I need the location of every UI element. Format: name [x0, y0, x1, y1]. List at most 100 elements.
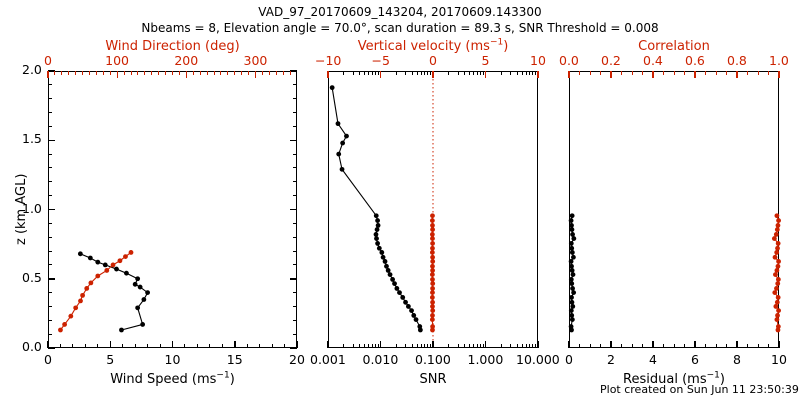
data-point — [397, 290, 402, 295]
data-point — [379, 250, 385, 255]
axis-tick — [747, 344, 748, 348]
axis-tick — [48, 222, 52, 224]
axis-tick — [673, 344, 675, 348]
axis-tick — [275, 71, 277, 75]
axis-tick — [532, 344, 534, 348]
axis-tick — [705, 71, 706, 75]
data-point — [430, 268, 435, 273]
data-point — [569, 317, 575, 323]
axis-tick — [379, 341, 382, 348]
data-point — [569, 223, 574, 228]
wind-speed-tick-label: 0 — [44, 352, 52, 367]
data-point — [776, 308, 781, 313]
snr-tick-label: 10.000 — [516, 352, 560, 367]
data-point — [141, 297, 147, 302]
axis-tick — [227, 71, 229, 75]
data-point — [344, 133, 349, 139]
axis-tick — [579, 71, 580, 75]
data-point — [128, 250, 134, 255]
correlation-tick-label: 0.6 — [685, 53, 705, 68]
data-point — [429, 295, 435, 300]
axis-tick — [293, 305, 297, 307]
axis-tick — [768, 344, 769, 348]
axis-tick — [726, 71, 727, 75]
axis-tick — [48, 84, 52, 86]
data-point — [411, 313, 417, 318]
vertical-velocity-tick-label: −10 — [315, 53, 342, 68]
axis-tick — [48, 153, 52, 155]
axis-tick — [405, 71, 407, 75]
axis-tick — [726, 344, 727, 348]
axis-tick — [343, 71, 345, 75]
data-point — [569, 263, 574, 269]
axis-tick — [284, 344, 286, 348]
data-point — [58, 327, 63, 333]
axis-tick — [359, 71, 361, 75]
data-point — [336, 151, 342, 157]
axis-tick — [457, 344, 459, 348]
axis-tick — [379, 71, 382, 78]
axis-tick — [464, 344, 466, 348]
data-point — [73, 305, 79, 311]
axis-tick — [59, 344, 61, 348]
data-point — [776, 218, 781, 223]
axis-tick — [48, 305, 52, 307]
axis-tick — [268, 71, 270, 75]
wind-speed-tick-label: 5 — [106, 352, 115, 367]
axis-tick — [510, 71, 512, 75]
axis-tick — [427, 71, 429, 75]
data-point — [137, 284, 143, 290]
axis-tick — [48, 333, 52, 335]
data-point — [568, 324, 574, 329]
residual-axis-title: Residual (ms−1) — [623, 370, 725, 387]
data-point — [569, 213, 575, 219]
axis-tick — [694, 71, 696, 78]
data-point — [775, 277, 781, 282]
z-axis-tick-label: 0.5 — [22, 269, 42, 285]
vertical-velocity-tick-label: −5 — [371, 53, 390, 68]
data-point — [774, 250, 780, 255]
data-point — [132, 281, 138, 287]
axis-tick — [293, 181, 297, 183]
axis-tick — [209, 344, 211, 348]
data-point — [413, 317, 419, 323]
wind-direction-tick-label: 200 — [174, 53, 199, 68]
axis-tick — [293, 84, 297, 86]
data-point — [776, 259, 781, 264]
axis-tick — [151, 71, 153, 75]
snr-tick-label: 0.001 — [310, 352, 346, 367]
panel-wind-frame — [48, 71, 297, 348]
data-point — [430, 245, 435, 251]
axis-tick — [109, 341, 112, 348]
axis-tick — [589, 344, 591, 348]
axis-tick — [516, 71, 518, 75]
data-point — [102, 262, 108, 268]
axis-tick — [416, 344, 418, 348]
data-point — [430, 227, 435, 232]
data-point — [430, 263, 435, 269]
axis-tick — [290, 70, 297, 72]
axis-tick — [521, 344, 523, 348]
panel-snr — [328, 71, 538, 348]
axis-tick — [473, 71, 475, 75]
panel-residual — [568, 71, 781, 348]
axis-tick — [48, 112, 52, 114]
data-point — [775, 241, 781, 246]
axis-tick — [673, 71, 675, 75]
axis-tick — [448, 71, 450, 75]
axis-tick — [430, 71, 432, 75]
axis-tick — [371, 344, 373, 348]
data-point — [62, 322, 67, 327]
axis-tick — [48, 278, 55, 280]
data-point — [430, 299, 435, 305]
data-point — [568, 218, 574, 223]
axis-tick — [621, 71, 622, 75]
axis-tick — [147, 344, 149, 348]
correlation-tick-label: 0.0 — [559, 53, 579, 68]
axis-tick — [159, 344, 161, 348]
axis-tick — [359, 344, 361, 348]
axis-tick — [293, 333, 297, 335]
data-point — [430, 223, 435, 228]
data-point — [403, 299, 408, 305]
correlation-axis-title: Correlation — [638, 39, 710, 54]
